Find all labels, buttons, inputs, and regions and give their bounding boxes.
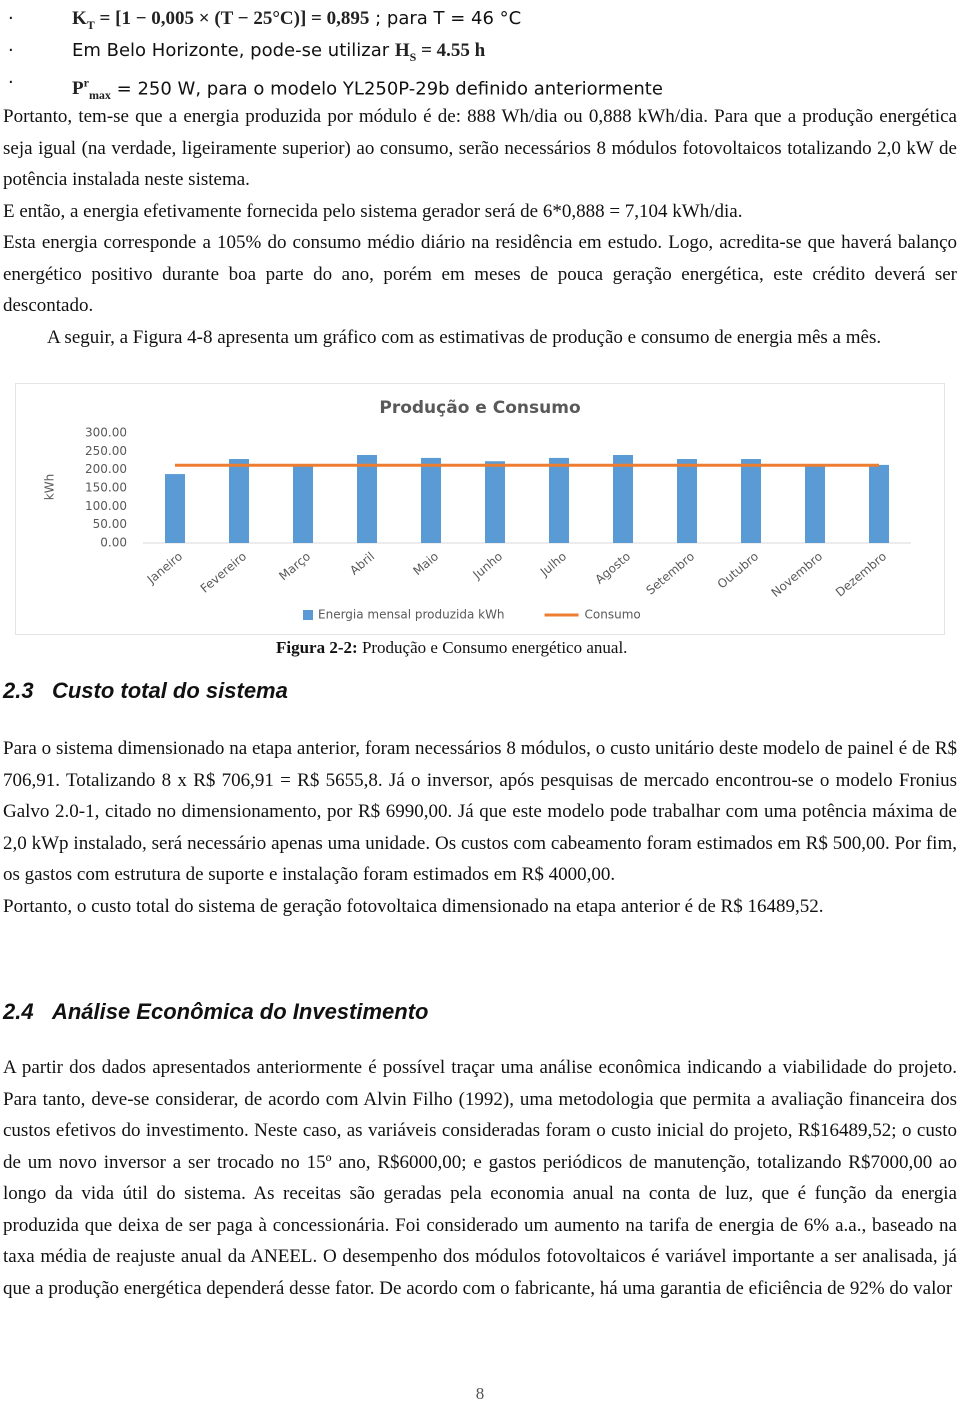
- symbol: K: [72, 8, 87, 29]
- bullet: Em Belo Horizonte, pode-se utilizar HS =…: [0, 35, 960, 67]
- bar: [229, 459, 249, 543]
- bar: [613, 455, 633, 543]
- section-title: Análise Econômica do Investimento: [51, 999, 429, 1024]
- y-tick-label: 200.00: [85, 462, 127, 476]
- formula: Prmax: [72, 76, 111, 103]
- subscript: S: [409, 49, 417, 64]
- paragraph: Portanto, tem-se que a energia produzida…: [3, 106, 957, 190]
- bar: [869, 464, 889, 543]
- section-text: Para o sistema dimensionado na etapa ant…: [3, 733, 957, 922]
- paragraph: Para o sistema dimensionado na etapa ant…: [3, 738, 957, 885]
- page-number: 8: [475, 1384, 485, 1403]
- symbol: H: [394, 40, 410, 61]
- paragraph: A seguir, a Figura 4-8 apresenta um gráf…: [47, 326, 882, 348]
- chart: Produção e Consumo kWh 0.00 50.00 100.00 15…: [15, 383, 945, 635]
- paragraph: A partir dos dados apresentados anterior…: [3, 1057, 957, 1299]
- formula: HS = 4.55 h: [394, 40, 486, 64]
- caption-text: Produção e Consumo energético anual.: [361, 638, 628, 657]
- bar: [293, 466, 313, 543]
- section-heading: 2.3 Custo total do sistema: [3, 678, 288, 704]
- bullet: KT = [1 − 0,005 × (T − 25°C)] = 0,895 ; …: [0, 3, 960, 35]
- symbol: P: [72, 78, 84, 100]
- section-number: 2.4: [3, 999, 34, 1024]
- expression: = [1 − 0,005 × (T − 25°C)] = 0,895: [99, 8, 370, 29]
- figure-caption: Figura 2-2: Produção e Consumo energétic…: [276, 638, 627, 658]
- paragraph: E então, a energia efetivamente fornecid…: [3, 200, 743, 222]
- section-heading: 2.4 Análise Econômica do Investimento: [3, 999, 428, 1025]
- section-number: 2.3: [3, 678, 34, 703]
- section-title: Custo total do sistema: [51, 678, 288, 703]
- expression: = 4.55 h: [421, 40, 486, 61]
- y-tick-label: 300.00: [85, 426, 127, 440]
- chart-title: Produção e Consumo: [379, 398, 580, 418]
- legend-label: Consumo: [585, 608, 641, 622]
- superscript: r: [83, 76, 89, 90]
- bar: [357, 455, 377, 543]
- note: ; para T = 46 °C: [375, 8, 522, 29]
- bar: [421, 457, 441, 543]
- bullet-text: = 250 W, para o modelo YL250P-29b defini…: [116, 78, 663, 100]
- bullet-list: KT = [1 − 0,005 × (T − 25°C)] = 0,895 ; …: [0, 3, 960, 103]
- y-tick-label: 0.00: [100, 536, 127, 550]
- y-tick-label: 250.00: [85, 444, 127, 458]
- bar: [805, 466, 825, 543]
- paragraph: Esta energia corresponde a 105% do consu…: [3, 232, 957, 316]
- intro-text: Portanto, tem-se que a energia produzida…: [3, 101, 957, 353]
- y-tick-label: 50.00: [93, 517, 127, 531]
- bar: [549, 457, 569, 543]
- section-text: A partir dos dados apresentados anterior…: [3, 1052, 957, 1304]
- y-axis-label: kWh: [43, 474, 57, 500]
- bar: [677, 459, 697, 543]
- y-tick-label: 100.00: [85, 499, 127, 513]
- subscript: T: [86, 17, 95, 32]
- subscript: max: [88, 88, 111, 103]
- bar: [741, 459, 761, 543]
- bullet-text: Em Belo Horizonte, pode-se utilizar: [72, 40, 390, 61]
- formula: KT = [1 − 0,005 × (T − 25°C)] = 0,895: [72, 8, 370, 32]
- bar: [485, 461, 505, 543]
- figure-label: Figura 2-2:: [276, 638, 358, 657]
- bar: [165, 474, 185, 543]
- legend-swatch: [303, 610, 313, 620]
- legend-label: Energia mensal produzida kWh: [318, 608, 505, 622]
- bullet: Prmax = 250 W, para o modelo YL250P-29b …: [0, 67, 960, 103]
- paragraph: Portanto, o custo total do sistema de ge…: [3, 895, 824, 917]
- y-tick-label: 150.00: [85, 481, 127, 495]
